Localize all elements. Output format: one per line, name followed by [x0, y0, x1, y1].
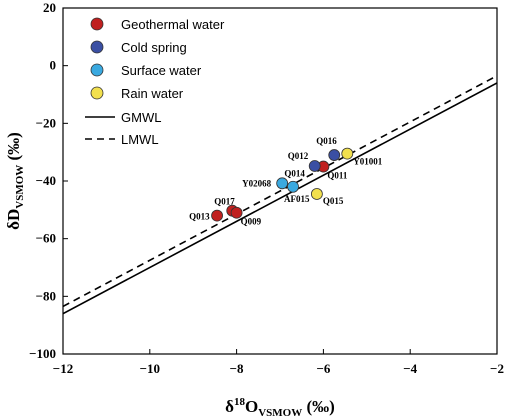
- y-tick-label: −100: [29, 346, 56, 361]
- x-tick-label: −12: [53, 361, 73, 376]
- legend-label-lmwl: LMWL: [121, 132, 159, 147]
- rain-water-legend-marker: [90, 86, 104, 100]
- geothermal-water-legend-marker: [90, 17, 104, 31]
- point-label: Q012: [288, 151, 309, 161]
- legend-label-geothermal-water: Geothermal water: [121, 17, 225, 32]
- x-axis-title-unit: (‰): [302, 397, 335, 416]
- x-tick-label: −4: [403, 361, 417, 376]
- rain-water-point: [341, 147, 354, 160]
- legend-label-rain-water: Rain water: [121, 86, 184, 101]
- point-label: Q015: [323, 196, 344, 206]
- x-tick-label: −2: [490, 361, 504, 376]
- point-label: Q016: [316, 136, 337, 146]
- y-axis-title-sub: VSMOW: [14, 165, 26, 209]
- geothermal-water-point: [211, 209, 223, 222]
- y-tick-label: −60: [36, 231, 56, 246]
- point-label: Q017: [214, 197, 235, 207]
- annotation-label: Q014: [284, 169, 305, 179]
- surface-water-point: [287, 180, 299, 193]
- x-tick-label: −6: [316, 361, 330, 376]
- point-label: Q009: [241, 217, 262, 227]
- point-label: Q013: [189, 212, 210, 222]
- x-axis-title-sub: VSMOW: [258, 407, 302, 419]
- y-tick-label: 20: [43, 0, 56, 15]
- y-tick-label: −20: [36, 115, 56, 130]
- y-axis-title-unit: (‰): [4, 132, 23, 165]
- y-axis-title-main: δD: [4, 209, 23, 230]
- legend-label-surface-water: Surface water: [121, 63, 202, 78]
- geothermal-water-point: [230, 206, 243, 219]
- y-tick-label: −40: [36, 173, 56, 188]
- x-axis-title-prefix: δ: [225, 397, 234, 416]
- surface-water-point: [276, 177, 289, 190]
- point-label: Y02068: [242, 178, 271, 188]
- point-labels: Q013 Q017 Q009 Q011 Q012 Q016 Y02068 AF015 Q015 Y…: [189, 136, 383, 227]
- cold-spring-point: [328, 149, 341, 161]
- y-tick-label: −80: [36, 288, 56, 303]
- legend: Geothermal water Cold spring Surface water…: [85, 17, 225, 147]
- y-tick-label: 0: [50, 58, 57, 73]
- y-axis-title: δDVSMOW (‰): [4, 132, 26, 230]
- point-label: Y01001: [353, 157, 382, 167]
- gmwl-line: [63, 82, 497, 315]
- x-axis-title-main: O: [245, 397, 258, 416]
- lmwl-line: [63, 75, 497, 308]
- surface-water-legend-marker: [90, 63, 104, 77]
- point-label: Q011: [327, 171, 348, 181]
- cold-spring-point: [308, 160, 321, 172]
- legend-label-cold-spring: Cold spring: [121, 40, 187, 55]
- x-axis-title: δ18OVSMOW (‰): [225, 396, 335, 419]
- data-points: [211, 147, 354, 222]
- x-axis-title-sup: 18: [234, 396, 246, 408]
- rain-water-point: [310, 188, 323, 200]
- x-tick-label: −10: [140, 361, 160, 376]
- point-label: AF015: [284, 194, 310, 204]
- regression-lines: [63, 75, 497, 315]
- y-axis-ticks: 20 0 −20 −40 −60 −80 −100: [29, 0, 68, 361]
- cold-spring-legend-marker: [90, 40, 104, 54]
- legend-label-gmwl: GMWL: [121, 110, 161, 125]
- x-axis-ticks: −12 −10 −8 −6 −4 −2: [53, 349, 504, 376]
- x-tick-label: −8: [230, 361, 244, 376]
